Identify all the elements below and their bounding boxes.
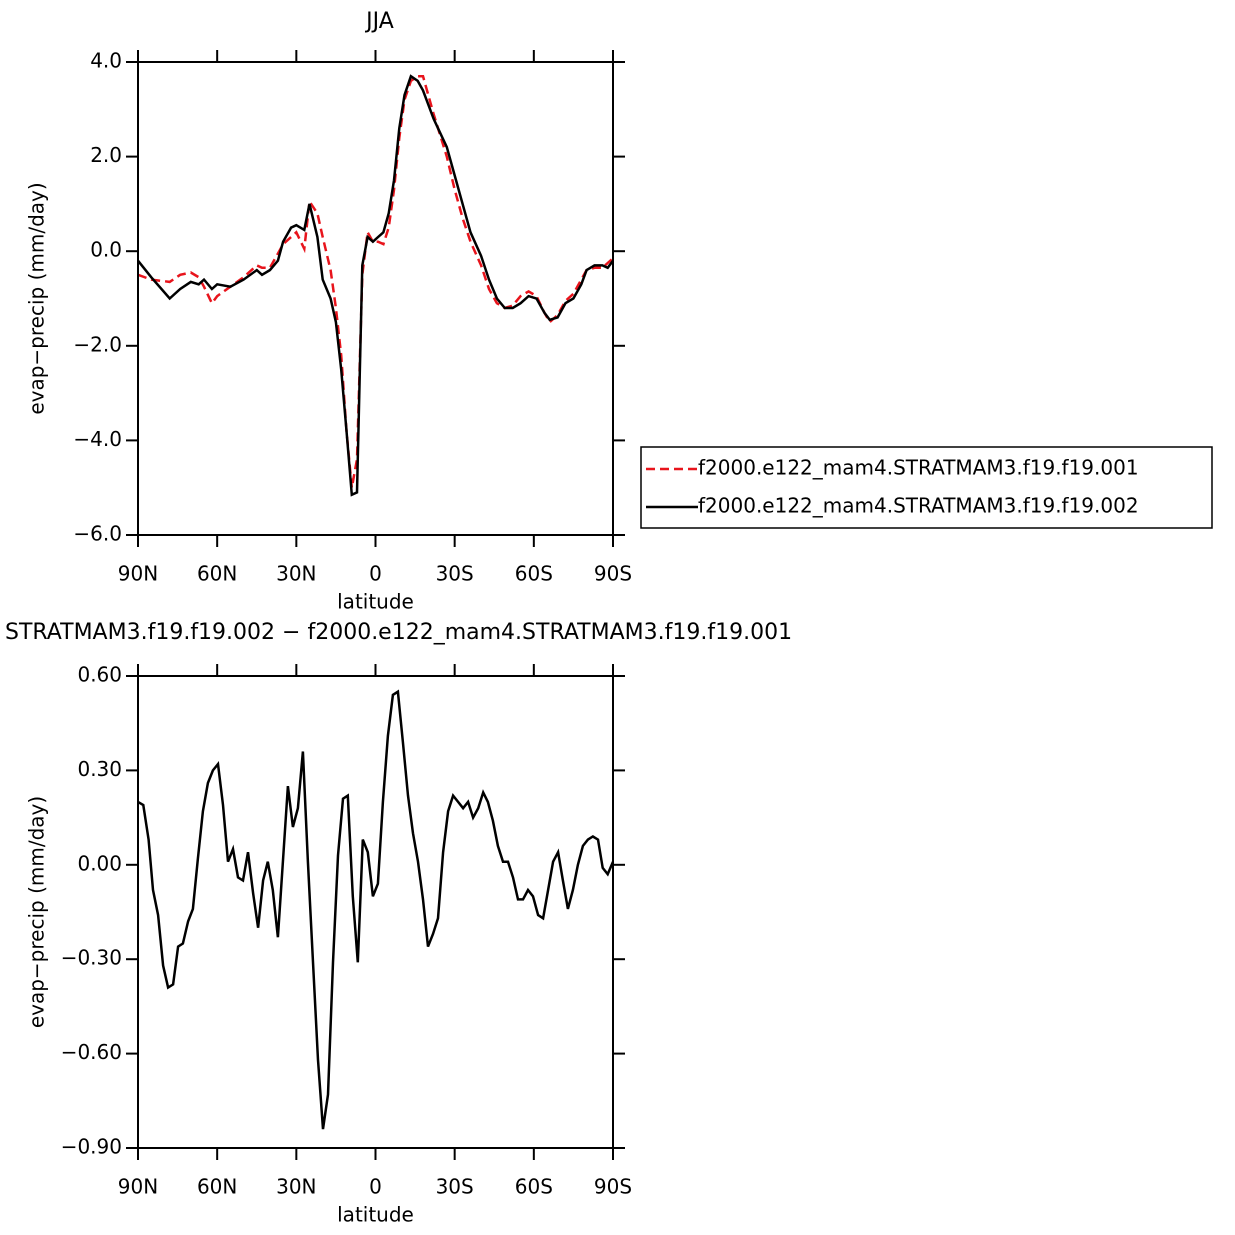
- y-tick-label: −0.30: [61, 946, 122, 970]
- x-tick-label: 90S: [594, 562, 632, 586]
- x-tick-label: 0: [369, 1175, 382, 1199]
- data-line: [137, 689, 615, 1130]
- x-tick-label: 90N: [118, 1175, 158, 1199]
- plot-frame: [137, 61, 614, 536]
- y-tick-label: −4.0: [73, 427, 122, 451]
- y-tick-label: 0.00: [77, 851, 122, 875]
- y-tick-label: −6.0: [73, 522, 122, 546]
- y-tick-label: −2.0: [73, 332, 122, 356]
- y-tick-label: 0.30: [77, 757, 122, 781]
- data-line: [137, 74, 614, 488]
- y-tick-label: 4.0: [90, 49, 122, 73]
- x-axis-label: latitude: [337, 1203, 414, 1227]
- x-tick-label: 90N: [118, 562, 158, 586]
- x-tick-label: 30N: [276, 1175, 316, 1199]
- chart-title: JJA: [364, 9, 394, 34]
- data-line: [137, 74, 615, 497]
- x-tick-label: 30S: [436, 1175, 474, 1199]
- x-tick-label: 30N: [276, 562, 316, 586]
- x-tick-label: 60S: [515, 1175, 553, 1199]
- x-tick-label: 90S: [594, 1175, 632, 1199]
- x-tick-label: 30S: [436, 562, 474, 586]
- legend: f2000.e122_mam4.STRATMAM3.f19.f19.001 f20…: [640, 446, 1213, 529]
- plot-frame: [137, 675, 614, 1149]
- x-tick-label: 60N: [197, 1175, 237, 1199]
- x-axis-label: latitude: [337, 590, 414, 614]
- legend-label: f2000.e122_mam4.STRATMAM3.f19.f19.002: [698, 494, 1139, 518]
- y-axis-label: evap−precip (mm/day): [25, 796, 49, 1028]
- x-tick-label: 60S: [515, 562, 553, 586]
- legend-box: [640, 446, 1213, 529]
- y-tick-label: −0.90: [61, 1135, 122, 1159]
- chart-title: STRATMAM3.f19.f19.002 − f2000.e122_mam4.…: [5, 620, 792, 645]
- legend-label: f2000.e122_mam4.STRATMAM3.f19.f19.001: [698, 456, 1139, 480]
- y-tick-label: 0.0: [90, 238, 122, 262]
- x-tick-label: 60N: [197, 562, 237, 586]
- y-tick-label: 0.60: [77, 663, 122, 687]
- y-axis-label: evap−precip (mm/day): [25, 182, 49, 414]
- y-tick-label: −0.60: [61, 1040, 122, 1064]
- y-tick-label: 2.0: [90, 143, 122, 167]
- x-tick-label: 0: [369, 562, 382, 586]
